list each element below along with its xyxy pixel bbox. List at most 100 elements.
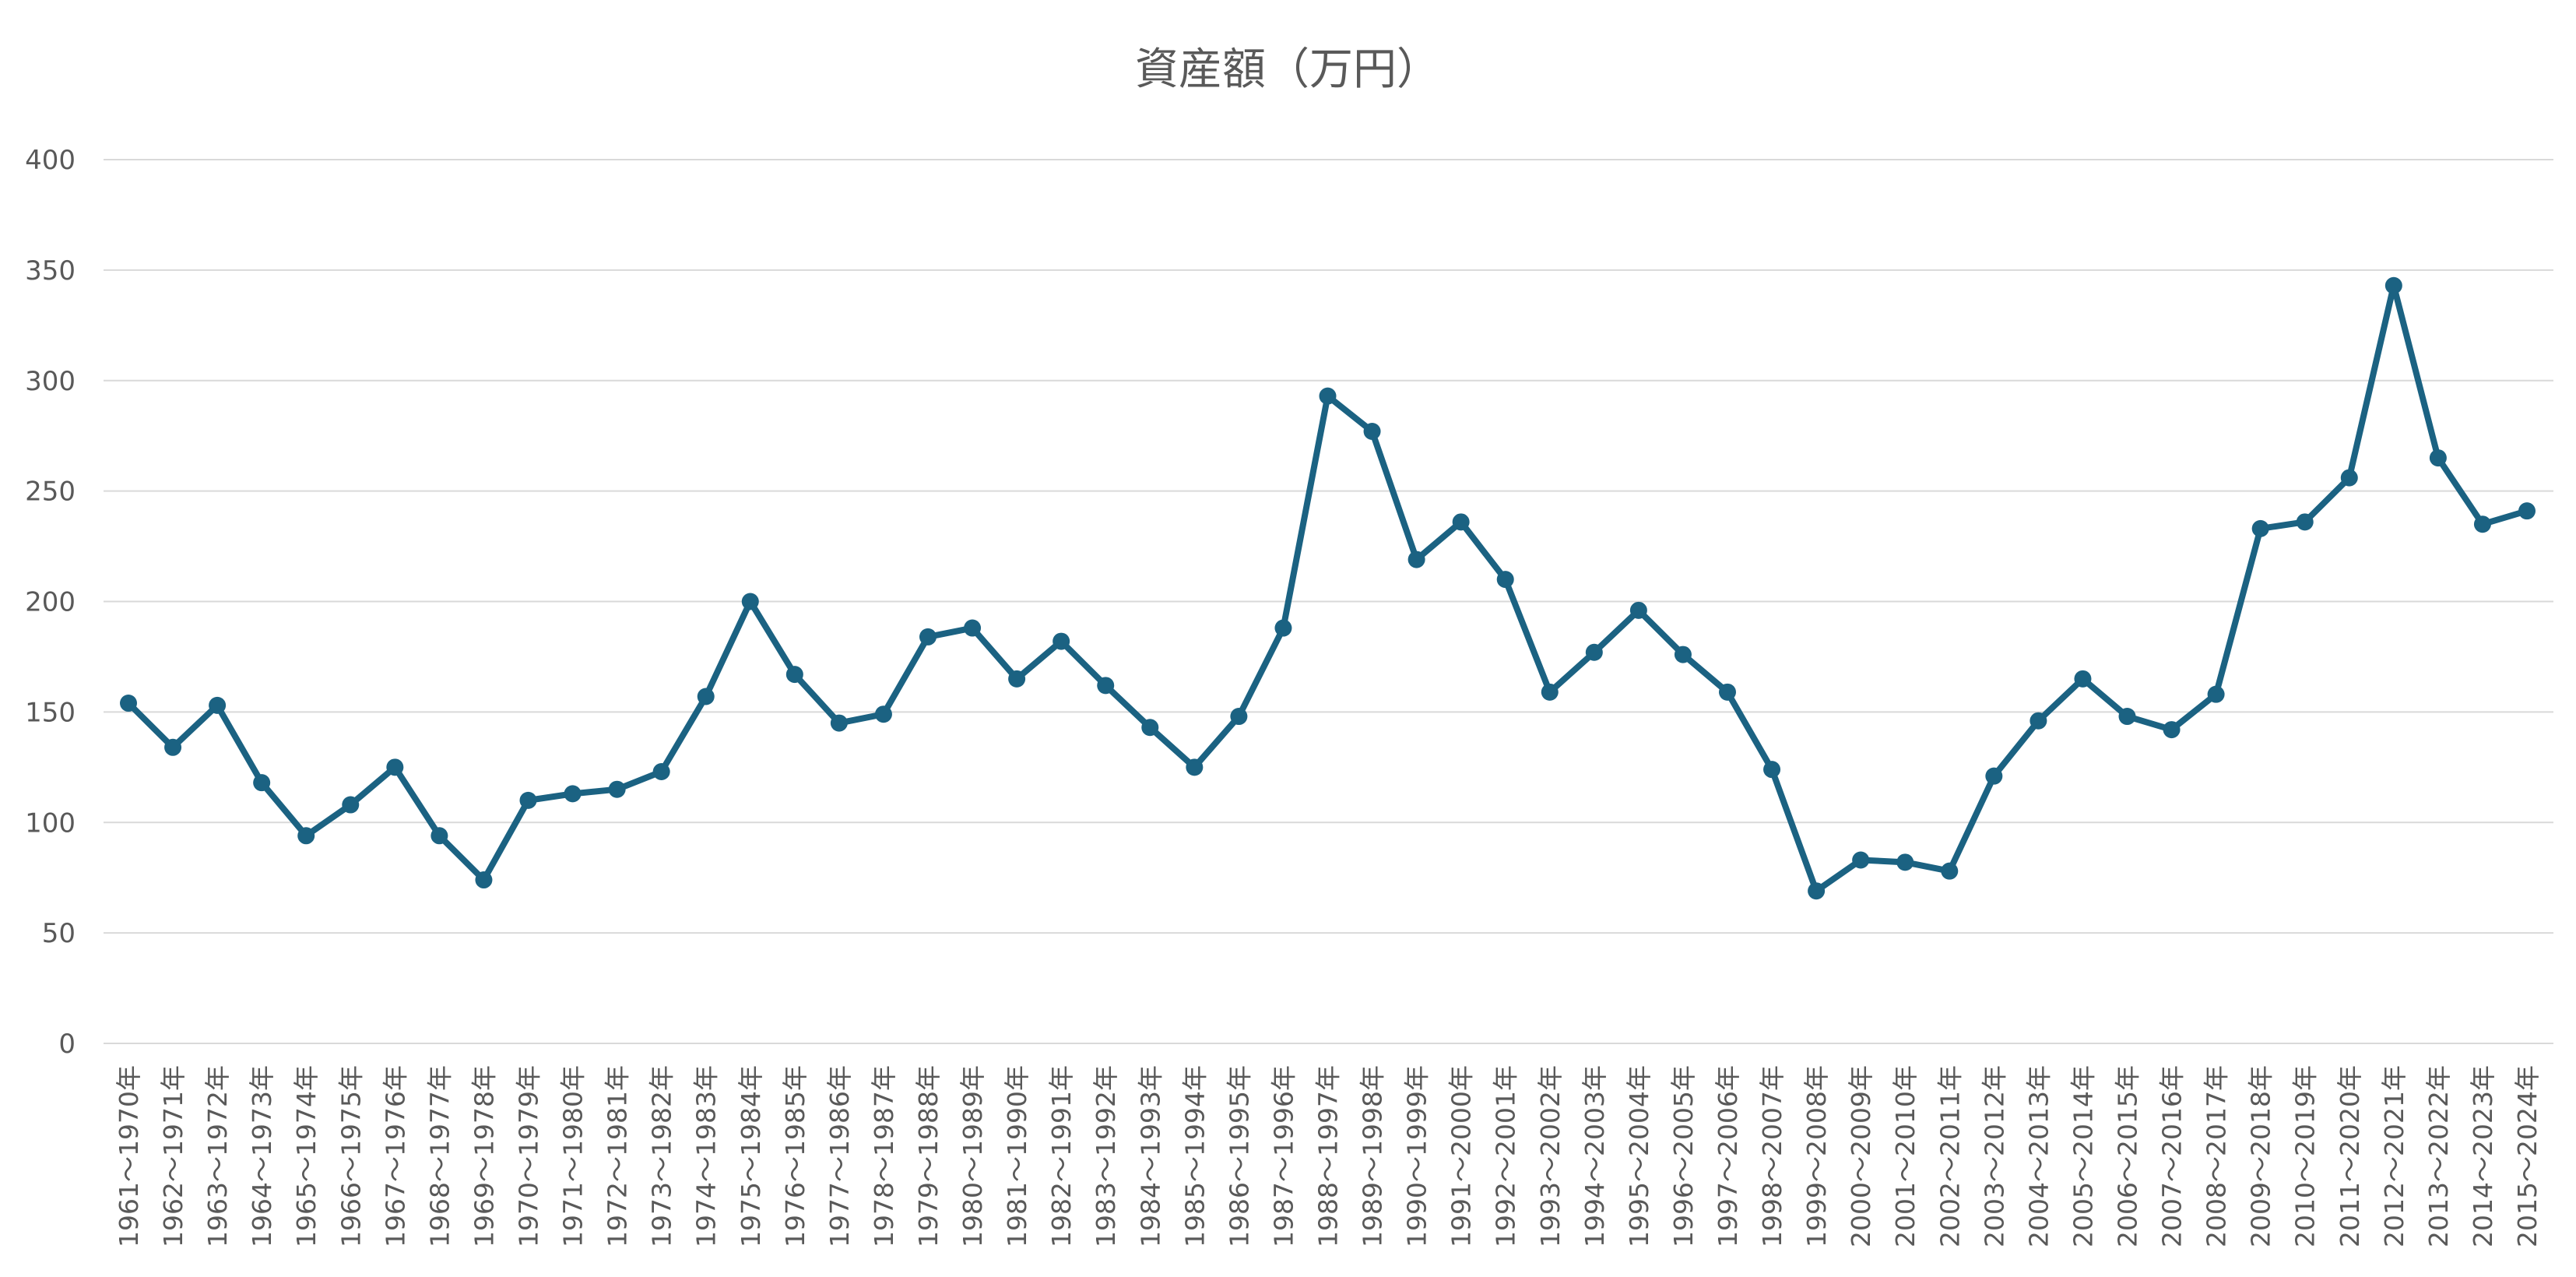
x-tick-label: 2000～2009年 — [1846, 1065, 1876, 1247]
data-point — [1674, 646, 1692, 663]
data-point — [1230, 708, 1248, 726]
data-point — [164, 738, 182, 756]
data-point — [519, 791, 537, 809]
x-tick-label: 1995～2004年 — [1624, 1065, 1654, 1247]
gridlines — [104, 159, 2553, 1044]
x-tick-label: 1972～1981年 — [603, 1065, 633, 1247]
data-point — [1053, 632, 1070, 650]
data-point — [1363, 423, 1381, 441]
data-point — [386, 758, 404, 776]
data-point — [2163, 721, 2181, 739]
data-point — [209, 696, 227, 714]
y-tick-label-400: 400 — [25, 145, 76, 176]
series-layer — [120, 276, 2536, 900]
y-tick-label-200: 200 — [25, 587, 76, 618]
y-tick-label-300: 300 — [25, 366, 76, 397]
data-point — [1274, 619, 1292, 637]
x-tick-label: 2001～2010年 — [1890, 1065, 1921, 1247]
x-tick-label: 1987～1996年 — [1268, 1065, 1299, 1247]
x-tick-label: 2008～2017年 — [2202, 1065, 2232, 1247]
y-tick-label-350: 350 — [25, 255, 76, 287]
data-point — [830, 714, 848, 732]
x-tick-label: 1968～1977年 — [424, 1065, 455, 1247]
x-tick-label: 1978～1987年 — [869, 1065, 899, 1247]
data-point — [1941, 862, 1959, 880]
x-tick-label: 2013～2022年 — [2423, 1065, 2454, 1247]
data-point — [2030, 712, 2047, 730]
x-tick-label: 1983～1992年 — [1091, 1065, 1121, 1247]
data-point — [2118, 708, 2136, 726]
data-point — [1541, 683, 1559, 701]
x-tick-label: 1992～2001年 — [1491, 1065, 1521, 1247]
x-tick-label: 1976～1985年 — [780, 1065, 810, 1247]
x-tick-label: 1982～1991年 — [1046, 1065, 1077, 1247]
data-point — [919, 628, 937, 646]
x-tick-label: 2002～2011年 — [1935, 1065, 1965, 1247]
x-tick-label: 1991～2000年 — [1446, 1065, 1477, 1247]
x-tick-label: 2011～2020年 — [2335, 1065, 2365, 1247]
data-point — [964, 619, 982, 637]
data-point — [697, 688, 715, 705]
data-point — [1763, 761, 1781, 779]
x-tick-label: 1994～2003年 — [1580, 1065, 1610, 1247]
data-point — [1852, 851, 1870, 869]
x-tick-label: 1984～1993年 — [1135, 1065, 1165, 1247]
x-tick-label: 1971～1980年 — [558, 1065, 589, 1247]
data-point — [2207, 685, 2225, 703]
data-point — [2518, 502, 2536, 520]
x-tick-label: 1961～1970年 — [114, 1065, 144, 1247]
x-tick-label: 1970～1979年 — [514, 1065, 544, 1247]
data-point — [874, 705, 892, 723]
x-tick-label: 1980～1989年 — [958, 1065, 988, 1247]
x-tick-label: 1973～1982年 — [647, 1065, 677, 1247]
data-point — [2296, 513, 2314, 531]
x-tick-label: 1964～1973年 — [247, 1065, 277, 1247]
data-point — [741, 593, 759, 610]
x-tick-label: 2015～2024年 — [2512, 1065, 2543, 1247]
x-tick-label: 1981～1990年 — [1002, 1065, 1032, 1247]
x-tick-label: 2014～2023年 — [2468, 1065, 2498, 1247]
data-point — [1407, 551, 1425, 568]
data-point — [1629, 601, 1647, 619]
x-tick-label: 2006～2015年 — [2113, 1065, 2143, 1247]
data-point — [608, 780, 626, 798]
data-point — [120, 695, 137, 712]
data-point — [1319, 387, 1337, 405]
data-point — [2074, 670, 2092, 688]
x-tick-label: 2010～2019年 — [2290, 1065, 2321, 1247]
data-point — [253, 774, 271, 792]
data-point — [1496, 571, 1514, 589]
data-point — [652, 762, 670, 780]
x-tick-label: 1965～1974年 — [291, 1065, 322, 1247]
x-tick-label: 1986～1995年 — [1224, 1065, 1254, 1247]
x-tick-label: 2007～2016年 — [2157, 1065, 2188, 1247]
series-line — [125, 282, 2530, 895]
data-point — [2340, 469, 2358, 487]
data-point — [1141, 719, 1159, 737]
x-tick-label: 1996～2005年 — [1668, 1065, 1699, 1247]
data-point — [2473, 515, 2491, 533]
x-tick-label: 2003～2012年 — [1979, 1065, 2009, 1247]
x-tick-label: 2005～2014年 — [2068, 1065, 2098, 1247]
data-point — [1808, 882, 1826, 900]
data-point — [475, 871, 493, 889]
y-axis-tick-labels: 0 50 100 150 200 250 300 350 400 — [25, 145, 76, 1060]
x-tick-label: 1974～1983年 — [691, 1065, 722, 1247]
x-tick-label: 1989～1998年 — [1358, 1065, 1388, 1247]
data-point — [1985, 767, 2003, 785]
x-tick-label: 1975～1984年 — [736, 1065, 766, 1247]
data-point — [1008, 670, 1026, 688]
data-point — [2384, 276, 2402, 294]
x-tick-label: 1990～1999年 — [1402, 1065, 1432, 1247]
x-tick-label: 1967～1976年 — [380, 1065, 410, 1247]
chart-title: 資産額（万円） — [1135, 44, 1440, 95]
x-tick-label: 1977～1986年 — [824, 1065, 855, 1247]
x-tick-label: 2009～2018年 — [2246, 1065, 2276, 1247]
x-tick-label: 1988～1997年 — [1313, 1065, 1344, 1247]
data-point — [431, 827, 448, 845]
data-point — [2251, 519, 2269, 537]
data-point — [2429, 449, 2447, 467]
x-tick-label: 1979～1988年 — [913, 1065, 944, 1247]
